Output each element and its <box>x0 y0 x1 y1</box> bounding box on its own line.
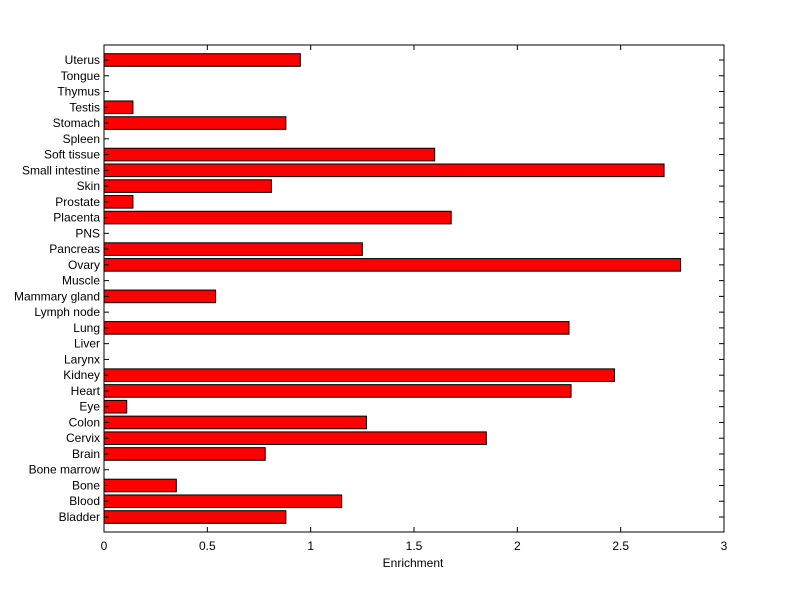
bar-placenta <box>103 210 452 225</box>
y-tick-label-lung: Lung <box>73 321 100 335</box>
plot-frame <box>103 44 725 533</box>
bar-brain <box>103 447 266 461</box>
bar-pancreas <box>103 242 363 256</box>
y-tick-label-small-intestine: Small intestine <box>22 163 100 177</box>
y-tick-label-muscle: Muscle <box>62 274 100 288</box>
x-tick-label: 0.5 <box>199 539 216 553</box>
bar-soft-tissue <box>103 147 436 162</box>
bar-colon <box>103 415 367 430</box>
y-tick-label-heart: Heart <box>71 384 101 398</box>
y-tick-label-pns: PNS <box>75 226 100 240</box>
x-tick-label: 1 <box>307 539 314 553</box>
bar-blood <box>103 494 343 509</box>
y-tick-label-thymus: Thymus <box>57 85 100 99</box>
y-tick-label-bone: Bone <box>72 478 100 492</box>
y-tick-label-brain: Brain <box>72 447 100 461</box>
x-tick-label: 1.5 <box>406 539 423 553</box>
bar-lung <box>103 321 570 335</box>
y-tick-label-bone-marrow: Bone marrow <box>29 463 101 477</box>
bar-bladder <box>103 510 287 524</box>
x-tick-label: 3 <box>721 539 728 553</box>
bar-cervix <box>103 431 487 446</box>
y-tick-label-liver: Liver <box>74 337 100 351</box>
y-tick-label-lymph-node: Lymph node <box>34 305 100 319</box>
y-tick-label-pancreas: Pancreas <box>49 242 100 256</box>
y-tick-label-soft-tissue: Soft tissue <box>44 148 100 162</box>
bar-stomach <box>103 116 287 130</box>
x-axis-label: Enrichment <box>383 556 444 570</box>
bar-ovary <box>103 258 682 272</box>
bar-small-intestine <box>103 163 665 178</box>
y-tick-label-spleen: Spleen <box>63 132 100 146</box>
y-tick-label-testis: Testis <box>69 100 100 114</box>
bar-mammary-gland <box>103 289 217 304</box>
bar-heart <box>103 384 572 398</box>
y-tick-label-eye: Eye <box>79 400 100 414</box>
y-tick-label-mammary-gland: Mammary gland <box>14 289 100 303</box>
y-tick-label-tongue: Tongue <box>61 69 101 83</box>
y-tick-label-prostate: Prostate <box>55 195 100 209</box>
x-tick-label: 2 <box>514 539 521 553</box>
y-tick-label-ovary: Ovary <box>68 258 100 272</box>
y-tick-label-uterus: Uterus <box>65 53 100 67</box>
y-tick-label-skin: Skin <box>77 179 100 193</box>
x-tick-labels: 0 0.5 1 1.5 2 2.5 3 <box>101 539 728 553</box>
bar-bone <box>103 478 177 493</box>
bar-uterus <box>103 53 301 67</box>
y-tick-label-placenta: Placenta <box>53 211 100 225</box>
y-tick-label-blood: Blood <box>69 494 100 508</box>
x-tick-label: 2.5 <box>612 539 629 553</box>
y-tick-label-stomach: Stomach <box>53 116 100 130</box>
x-tick-label: 0 <box>101 539 108 553</box>
bar-skin <box>103 179 272 193</box>
y-tick-label-cervix: Cervix <box>66 431 100 445</box>
bar-kidney <box>103 368 615 382</box>
y-tick-label-colon: Colon <box>69 415 100 429</box>
y-tick-label-bladder: Bladder <box>59 510 100 524</box>
y-tick-label-larynx: Larynx <box>64 352 100 366</box>
y-tick-label-kidney: Kidney <box>63 368 100 382</box>
